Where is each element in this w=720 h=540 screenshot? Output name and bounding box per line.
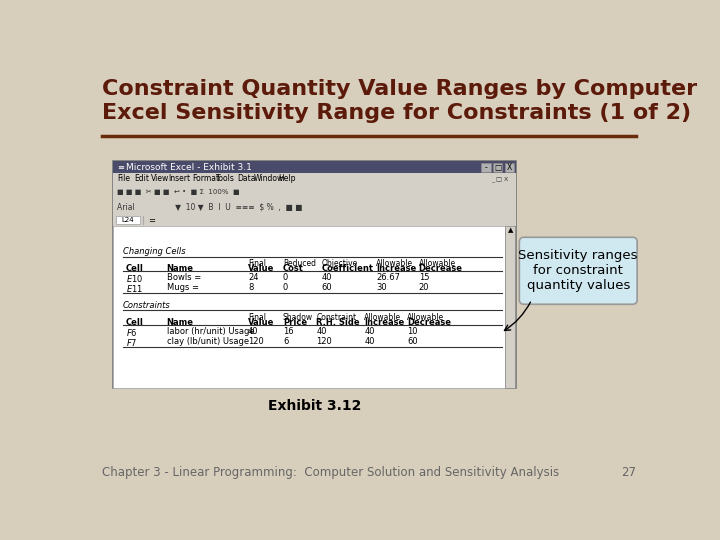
Text: Allowable: Allowable (418, 259, 456, 268)
Text: Price: Price (283, 318, 307, 327)
Text: Data: Data (237, 174, 256, 183)
Text: 8: 8 (248, 284, 253, 293)
Text: Sensitivity ranges
for constraint
quantity values: Sensitivity ranges for constraint quanti… (518, 249, 638, 292)
Text: Microsoft Excel - Exhibit 3.1: Microsoft Excel - Exhibit 3.1 (126, 163, 251, 172)
Text: 40: 40 (364, 338, 375, 346)
Text: Format: Format (192, 174, 220, 183)
Text: 30: 30 (376, 284, 387, 293)
Text: 15: 15 (418, 273, 429, 282)
Text: L24: L24 (122, 217, 135, 224)
FancyBboxPatch shape (113, 161, 516, 173)
Text: Decrease: Decrease (418, 264, 463, 273)
FancyBboxPatch shape (113, 215, 516, 226)
FancyBboxPatch shape (113, 184, 516, 200)
Text: ≡: ≡ (117, 163, 124, 172)
Text: Coefficient: Coefficient (322, 264, 374, 273)
Text: Final: Final (248, 313, 266, 322)
Text: -: - (485, 163, 487, 172)
FancyBboxPatch shape (113, 226, 505, 388)
Text: 60: 60 (322, 284, 333, 293)
Text: labor (hr/unit) Usage: labor (hr/unit) Usage (167, 327, 254, 336)
FancyBboxPatch shape (519, 237, 637, 304)
Text: $E$11: $E$11 (126, 284, 143, 294)
Text: X: X (507, 163, 512, 172)
Text: Shadow: Shadow (283, 313, 313, 322)
Text: R.H. Side: R.H. Side (316, 318, 360, 327)
Text: Decrease: Decrease (407, 318, 451, 327)
Text: Value: Value (248, 318, 274, 327)
Text: File: File (117, 174, 130, 183)
Text: 10: 10 (407, 327, 418, 336)
Text: 60: 60 (407, 338, 418, 346)
Text: Insert: Insert (168, 174, 190, 183)
Text: 0: 0 (283, 284, 288, 293)
Text: Changing Cells: Changing Cells (122, 247, 185, 256)
Text: $F$7: $F$7 (126, 338, 137, 348)
FancyBboxPatch shape (113, 161, 516, 388)
Text: 40: 40 (248, 327, 258, 336)
FancyBboxPatch shape (493, 163, 503, 172)
Text: clay (lb/unit) Usage: clay (lb/unit) Usage (167, 338, 249, 346)
Text: 40: 40 (322, 273, 332, 282)
Text: Mugs =: Mugs = (167, 284, 199, 293)
Text: Window: Window (254, 174, 284, 183)
Text: Allowable: Allowable (364, 313, 402, 322)
Text: Chapter 3 - Linear Programming:  Computer Solution and Sensitivity Analysis: Chapter 3 - Linear Programming: Computer… (102, 467, 559, 480)
Text: 26.67: 26.67 (376, 273, 400, 282)
Text: $F$6: $F$6 (126, 327, 138, 339)
Text: View: View (151, 174, 169, 183)
Text: Constraint Quantity Value Ranges by Computer: Constraint Quantity Value Ranges by Comp… (102, 79, 697, 99)
Text: Increase: Increase (364, 318, 405, 327)
Text: Increase: Increase (376, 264, 416, 273)
Text: Cell: Cell (126, 264, 143, 273)
Text: ■ ■ ■  ✂ ■ ■  ↩ •  ■ Σ  100%  ■: ■ ■ ■ ✂ ■ ■ ↩ • ■ Σ 100% ■ (117, 189, 240, 195)
Text: 20: 20 (418, 284, 429, 293)
Text: 24: 24 (248, 273, 258, 282)
Text: Reduced: Reduced (283, 259, 316, 268)
FancyBboxPatch shape (113, 200, 516, 215)
FancyArrowPatch shape (505, 302, 531, 330)
Text: ▲: ▲ (508, 227, 513, 233)
Text: Help: Help (278, 174, 295, 183)
Text: 16: 16 (283, 327, 294, 336)
Text: Name: Name (167, 264, 194, 273)
FancyBboxPatch shape (113, 173, 516, 184)
Text: Final: Final (248, 259, 266, 268)
Text: 0: 0 (283, 273, 288, 282)
Text: 6: 6 (283, 338, 288, 346)
FancyBboxPatch shape (116, 217, 140, 224)
Text: Arial                 ▼  10 ▼  B  I  U  ≡≡≡  $ %  ,  ■ ■: Arial ▼ 10 ▼ B I U ≡≡≡ $ % , ■ ■ (117, 202, 302, 212)
FancyBboxPatch shape (505, 226, 516, 388)
Text: Cost: Cost (283, 264, 304, 273)
Text: 27: 27 (621, 467, 636, 480)
Text: Constraint: Constraint (316, 313, 356, 322)
Text: Exhibit 3.12: Exhibit 3.12 (268, 399, 361, 413)
Text: 120: 120 (316, 338, 332, 346)
Text: _ □ X: _ □ X (491, 176, 508, 181)
Text: □: □ (494, 163, 501, 172)
Text: Tools: Tools (216, 174, 235, 183)
Text: Value: Value (248, 264, 274, 273)
Text: 40: 40 (364, 327, 375, 336)
Text: =: = (148, 216, 155, 225)
FancyBboxPatch shape (482, 163, 490, 172)
Text: Allowable: Allowable (376, 259, 413, 268)
Text: $E$10: $E$10 (126, 273, 143, 285)
Text: Edit: Edit (134, 174, 149, 183)
Text: Cell: Cell (126, 318, 143, 327)
Text: 120: 120 (248, 338, 264, 346)
Text: Allowable: Allowable (407, 313, 444, 322)
Text: 40: 40 (316, 327, 327, 336)
Text: Objective: Objective (322, 259, 358, 268)
Text: Constraints: Constraints (122, 301, 171, 310)
Text: Excel Sensitivity Range for Constraints (1 of 2): Excel Sensitivity Range for Constraints … (102, 103, 690, 123)
Text: Name: Name (167, 318, 194, 327)
FancyBboxPatch shape (505, 163, 514, 172)
Text: Bowls =: Bowls = (167, 273, 201, 282)
